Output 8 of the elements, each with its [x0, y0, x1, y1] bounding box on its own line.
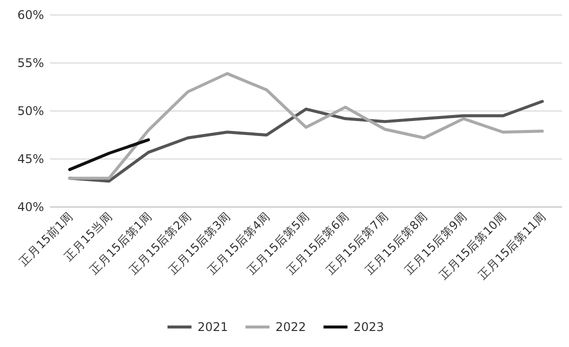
legend-label: 2023: [354, 320, 384, 334]
legend-label: 2021: [198, 320, 228, 334]
y-tick-label: 50%: [17, 104, 44, 118]
legend-label: 2022: [276, 320, 306, 334]
y-tick-label: 45%: [17, 152, 44, 166]
y-tick-label: 55%: [17, 56, 44, 70]
y-tick-label: 40%: [17, 200, 44, 214]
y-tick-label: 60%: [17, 8, 44, 22]
